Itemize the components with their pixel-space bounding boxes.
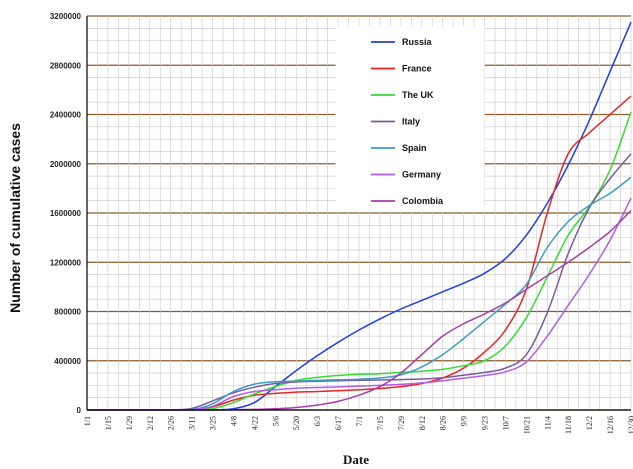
x-tick-label: 1/15: [104, 416, 113, 430]
x-axis-title: Date: [343, 452, 369, 467]
x-tick-label: 4/8: [229, 416, 238, 426]
x-tick-label: 9/23: [481, 416, 490, 430]
x-tick-label: 2/26: [167, 416, 176, 430]
x-tick-label: 3/25: [209, 416, 218, 430]
x-tick-label: 11/4: [543, 416, 552, 430]
x-tick-label: 1/1: [83, 416, 92, 426]
x-tick-label: 3/11: [188, 416, 197, 430]
legend-label-colombia: Colombia: [402, 196, 444, 206]
x-tick-label: 10/21: [522, 416, 531, 434]
series-line-france: [87, 95, 632, 411]
y-tick-label: 2400000: [50, 111, 82, 120]
x-tick-label: 8/12: [418, 416, 427, 430]
y-tick-label: 2000000: [50, 160, 82, 169]
legend-label-russia: Russia: [402, 37, 433, 47]
x-tick-label: 12/16: [606, 416, 615, 434]
x-tick-label: 8/26: [439, 416, 448, 430]
y-tick-labels: 0 400000 800000 1200000 1600000 2000000 240000…: [50, 12, 82, 415]
x-tick-label: 5/20: [292, 416, 301, 430]
x-tick-label: 10/7: [501, 416, 510, 430]
legend: Russia France The UK Italy Spain Germany Colom…: [335, 26, 485, 212]
y-tick-label: 1200000: [50, 258, 82, 267]
x-tick-label: 2/12: [146, 416, 155, 430]
x-tick-label: 6/3: [313, 416, 322, 426]
legend-label-italy: Italy: [402, 117, 420, 127]
series-line-spain: [87, 176, 632, 412]
series-line-russia: [87, 21, 632, 411]
legend-label-france: France: [402, 64, 432, 74]
y-tick-label: 1600000: [50, 209, 82, 218]
x-tick-label: 4/22: [250, 416, 259, 430]
x-tick-label: 7/29: [397, 416, 406, 430]
legend-box: [335, 26, 485, 212]
x-tick-label: 9/9: [460, 416, 469, 426]
y-tick-label: 800000: [54, 308, 81, 317]
y-tick-label: 0: [77, 406, 82, 415]
legend-label-germany: Germany: [402, 170, 441, 180]
x-tick-label: 11/18: [564, 416, 573, 434]
y-tick-label: 3200000: [50, 12, 82, 21]
x-tick-label: 5/6: [271, 416, 280, 426]
x-tick-label: 12/2: [585, 416, 594, 430]
x-tick-label: 12/30: [627, 416, 633, 434]
axes: [86, 16, 631, 411]
y-tick-label: 2800000: [50, 61, 82, 70]
x-tick-label: 7/1: [355, 416, 364, 426]
x-tick-label: 1/29: [125, 416, 134, 430]
x-tick-label: 7/15: [376, 416, 385, 430]
y-axis-title: Number of cumulative cases: [7, 123, 23, 313]
series-line-germany: [87, 197, 632, 411]
legend-label-spain: Spain: [402, 143, 427, 153]
x-tick-label: 6/17: [334, 416, 343, 430]
y-tick-label: 400000: [54, 357, 81, 366]
series-line-italy: [87, 153, 632, 411]
legend-label-the-uk: The UK: [402, 90, 434, 100]
legend-items: Russia France The UK Italy Spain Germany Colom…: [371, 37, 444, 206]
x-tick-labels: 1/1 1/15 1/29 2/12 2/26 3/11 3/25 4/8 4/22 5/6 5/2…: [83, 416, 633, 434]
